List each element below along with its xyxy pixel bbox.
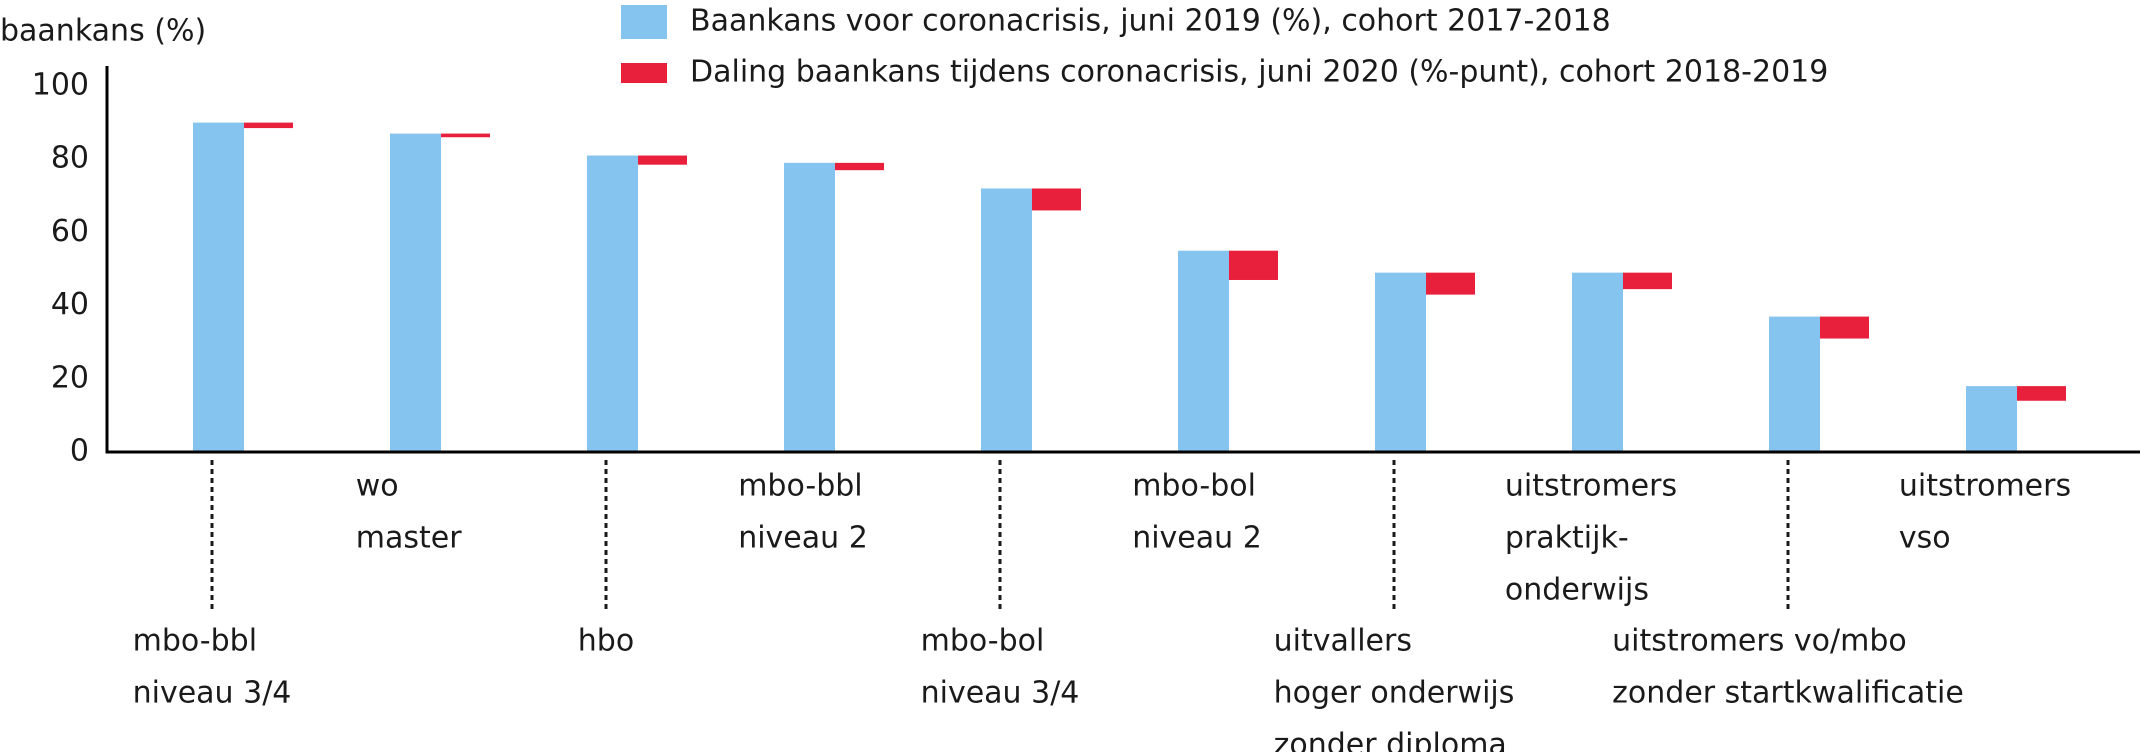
y-tick-label: 60 [51,214,89,249]
bar [390,133,441,452]
bar-drop [1032,188,1081,211]
bar [1769,316,1820,452]
legend-swatch [621,63,667,83]
x-tick-label: mbo-bbl [133,624,257,659]
x-tick-label: niveau 3/4 [133,676,292,711]
bar-drop [1229,250,1278,280]
x-tick-label: wo [356,469,399,504]
x-tick-label-group: uitstromers vso [1899,469,2071,556]
x-tick-label: zonder diploma [1274,728,1507,752]
y-tick-label: 0 [70,434,89,469]
x-tick-label-group: uitstromers praktijk-onderwijs [1505,469,1677,608]
bar-drop [441,133,490,138]
y-tick-label: 100 [32,68,89,103]
x-tick-label: uitstromers [1899,469,2071,504]
x-tick-label-group: mbo-bol niveau 2 [1132,469,1262,556]
bar [587,155,638,453]
y-axis-label: baankans (%) [0,14,206,49]
bar-drop [1623,272,1672,290]
x-tick-label: mbo-bbl [738,469,862,504]
x-tick-label: praktijk- [1505,521,1629,556]
bar [193,122,244,452]
x-tick-label: niveau 2 [738,521,868,556]
x-tick-label: hoger onderwijs [1274,676,1515,711]
bar [784,162,835,453]
x-tick-label: uitstromers vo/mbo [1612,624,1907,659]
x-tick-label: mbo-bol [1132,469,1256,504]
legend-swatch [621,5,667,39]
legend-label: Baankans voor coronacrisis, juni 2019 (%… [690,4,1611,39]
x-tick-label: uitstromers [1505,469,1677,504]
x-tick-label-group: uitstromers vo/mbo zonder startkwalificat… [1612,624,1964,711]
bar [1966,386,2017,452]
y-tick-label: 40 [51,287,89,322]
x-tick-label-group: mbo-bol niveau 3/4 [921,624,1080,711]
bar [1572,272,1623,452]
x-tick-label: uitvallers [1274,624,1412,659]
bar-drop [835,162,884,171]
bar [1178,250,1229,452]
x-tick-label-group: mbo-bbl niveau 3/4 [133,624,292,711]
y-tick-label: 80 [51,141,89,176]
x-tick-label-group: mbo-bbl niveau 2 [738,469,868,556]
x-tick-label: niveau 3/4 [921,676,1080,711]
bar [1375,272,1426,452]
x-tick-label-group: uitvallers hoger onderwijs zonder diploma [1274,624,1515,752]
x-tick-label: hbo [578,624,634,659]
bar-drop [1426,272,1475,295]
bar-drop [244,122,293,129]
x-tick-label: vso [1899,521,1951,556]
y-tick-label: 20 [51,360,89,395]
bar [981,188,1032,453]
x-tick-label: mbo-bol [921,624,1045,659]
bar-drop [1820,316,1869,339]
bar-drop [2017,386,2066,401]
x-tick-label: zonder startkwalificatie [1612,676,1964,711]
x-tick-label: onderwijs [1505,573,1649,608]
bar-drop [638,155,687,165]
x-tick-label: master [356,521,462,556]
legend-label: Daling baankans tijdens coronacrisis, ju… [690,55,1828,90]
x-tick-label-group: hbo [578,624,634,659]
x-tick-label-group: wo master [356,469,462,556]
x-tick-label: niveau 2 [1132,521,1262,556]
